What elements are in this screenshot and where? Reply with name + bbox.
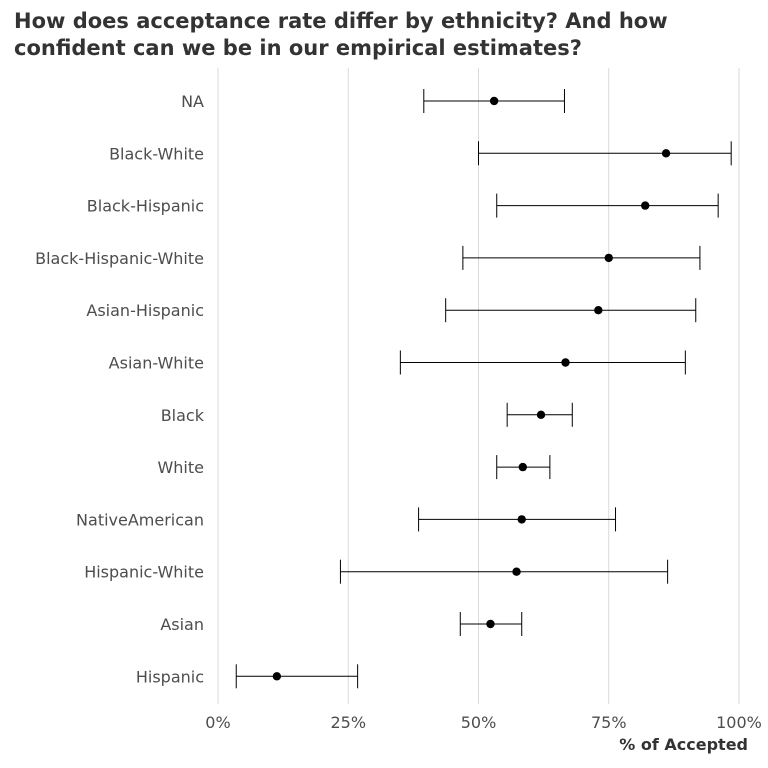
point-1 [661,149,671,158]
point-11 [272,672,282,681]
y-tick-label-10: Asian [160,615,204,634]
y-tick-label-7: White [157,458,204,477]
labels-layer: 0% 25% 50% 75% 100% NA Black-White Black-Hispan… [35,92,762,732]
x-axis-label: % of Accepted [619,735,748,754]
chart-title: How does acceptance rate differ by ethni… [14,9,668,60]
x-tick-label-3: 75% [591,713,627,732]
point-8 [517,515,526,524]
y-tick-label-11: Hispanic [136,667,204,686]
x-tick-label-1: 25% [330,713,366,732]
point-5 [561,358,570,367]
y-tick-label-0: NA [181,92,204,111]
y-tick-label-6: Black [161,406,205,425]
point-2 [641,201,650,210]
y-tick-label-4: Asian-Hispanic [86,301,204,320]
point-9 [512,567,521,576]
point-4 [594,306,603,315]
point-7 [518,462,527,472]
marks-layer [235,89,732,689]
point-3 [604,253,613,263]
y-tick-label-8: NativeAmerican [76,510,204,529]
x-tick-label-2: 50% [461,713,497,732]
point-0 [489,96,499,106]
y-tick-label-2: Black-Hispanic [87,197,204,216]
x-tick-label-0: 0% [205,713,230,732]
y-tick-label-3: Black-Hispanic-White [35,249,204,268]
x-tick-label-4: 100% [716,713,762,732]
y-tick-label-1: Black-White [109,144,204,163]
point-6 [536,410,546,419]
grid-layer [217,68,740,704]
y-tick-label-9: Hispanic-White [84,563,204,582]
y-tick-label-5: Asian-White [109,354,204,373]
point-10 [486,619,495,629]
